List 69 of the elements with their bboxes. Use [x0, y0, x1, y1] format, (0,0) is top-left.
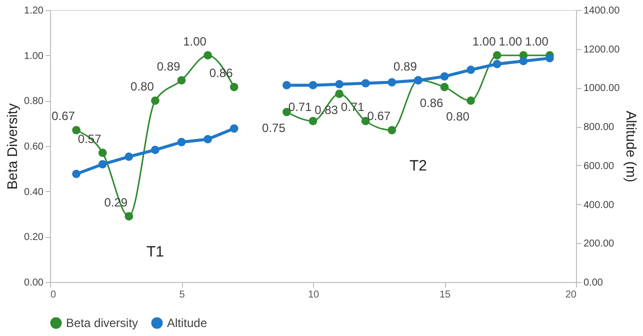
point [440, 72, 449, 81]
y-tick-label: 1.00 [24, 50, 44, 62]
annotation: T2 [409, 157, 427, 174]
point [72, 126, 80, 134]
data-label: 0.80 [130, 80, 154, 94]
point [466, 96, 475, 105]
y-tick-label: 1.20 [24, 6, 44, 16]
data-label: 0.71 [288, 100, 312, 114]
point [388, 78, 396, 86]
y-tick-label: 0.20 [24, 232, 44, 244]
point [519, 56, 528, 66]
point [151, 96, 160, 105]
data-label: 0.89 [156, 59, 180, 74]
point [124, 212, 134, 220]
point [230, 82, 238, 92]
data-label: 0.86 [420, 96, 444, 110]
data-label: 0.80 [446, 110, 470, 124]
point [230, 124, 238, 133]
data-label: 0.75 [262, 121, 286, 135]
point [335, 80, 344, 88]
x-tick-label: 20 [565, 290, 577, 300]
legend-label: Beta diversity [66, 316, 138, 330]
point [177, 138, 186, 146]
y2-axis-title: Altitude (m) [624, 110, 640, 182]
data-label: 0.89 [394, 59, 418, 74]
point [72, 170, 80, 178]
legend-label: Altitude [167, 316, 208, 330]
point [492, 51, 502, 60]
y-tick-label: 0.60 [24, 142, 44, 152]
point [492, 60, 502, 68]
point [98, 148, 107, 157]
point [98, 160, 107, 168]
x-tick-label: 5 [179, 290, 186, 300]
y-tick-label: 0.80 [24, 96, 44, 108]
data-label: 0.67 [52, 109, 76, 124]
data-label: 1.00 [498, 34, 522, 48]
y2-tick-label: 1200.00 [584, 44, 620, 56]
data-label: 1.00 [183, 34, 207, 48]
point [335, 90, 344, 98]
y2-tick-label: 400.00 [584, 200, 615, 211]
point [388, 126, 396, 134]
y-tick-label: 0.00 [24, 278, 44, 288]
y-axis-title: Beta Diversity [4, 103, 20, 190]
point [177, 76, 186, 84]
point [124, 152, 134, 161]
y2-tick-label: 1400.00 [584, 6, 620, 16]
point [466, 66, 475, 74]
y2-tick-label: 200.00 [584, 238, 615, 250]
x-tick-label: 0 [50, 290, 56, 300]
point [546, 54, 554, 62]
y2-tick-label: 800.00 [584, 122, 615, 134]
point [361, 79, 370, 88]
y2-tick-label: 600.00 [584, 160, 615, 172]
y-tick-label: 0.40 [24, 186, 44, 198]
point [282, 81, 291, 90]
y2-tick-label: 1000.00 [584, 83, 620, 94]
x-tick-label: 15 [439, 290, 451, 300]
point [308, 81, 318, 90]
data-label: 0.67 [367, 109, 391, 124]
point [440, 82, 449, 92]
point [151, 146, 160, 154]
annotation: T1 [146, 244, 164, 261]
point [204, 51, 212, 60]
data-label: 1.00 [472, 34, 496, 48]
y2-tick-label: 0.00 [584, 278, 604, 288]
point [308, 116, 318, 126]
point [204, 135, 212, 144]
x-tick-label: 10 [308, 290, 320, 300]
data-label: 1.00 [525, 34, 549, 48]
